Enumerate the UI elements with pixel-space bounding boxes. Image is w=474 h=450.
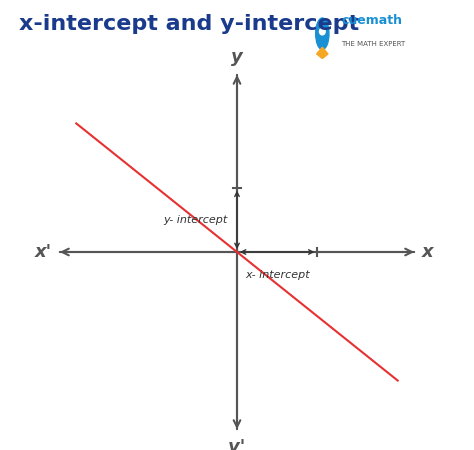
Text: THE MATH EXPERT: THE MATH EXPERT [341,40,406,46]
Text: x': x' [35,243,52,261]
Text: cuemath: cuemath [341,14,402,27]
Text: x-intercept and y-intercept: x-intercept and y-intercept [19,14,359,33]
Text: x: x [422,243,434,261]
Ellipse shape [316,18,329,50]
Text: y': y' [228,438,246,450]
Text: y- intercept: y- intercept [163,215,228,225]
Text: y: y [231,48,243,66]
Text: x- intercept: x- intercept [245,270,310,280]
Polygon shape [317,47,328,58]
Ellipse shape [319,28,325,35]
